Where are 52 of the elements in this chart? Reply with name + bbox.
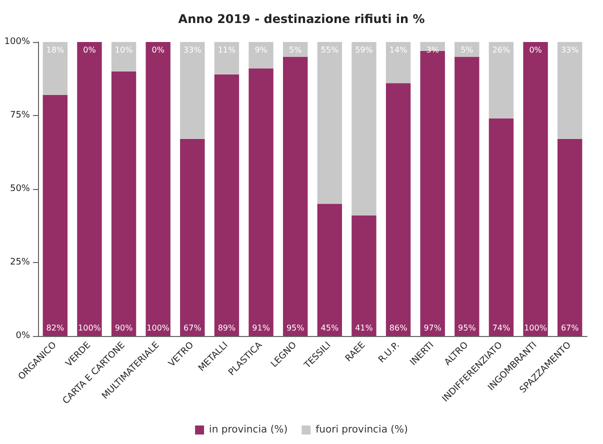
bar [111, 71, 136, 336]
bar [488, 42, 514, 118]
data-label: 91% [252, 324, 270, 332]
bar [454, 56, 480, 336]
data-label: 100% [146, 324, 170, 332]
data-label: 67% [560, 324, 580, 332]
bar [352, 42, 376, 216]
bar [77, 42, 102, 336]
y-tick-label: 25% [10, 258, 30, 268]
y-tick-label: 0% [16, 331, 30, 341]
bar [248, 42, 274, 68]
bar [42, 94, 68, 336]
data-label: 95% [458, 324, 476, 332]
data-label: 97% [424, 324, 442, 332]
bar [488, 118, 514, 336]
bar [386, 83, 411, 336]
bar [386, 42, 411, 84]
data-label: 95% [286, 324, 305, 332]
data-label: 41% [355, 324, 374, 332]
data-label: 100% [78, 324, 102, 332]
data-label: 0% [83, 46, 96, 54]
bar [214, 42, 240, 74]
data-label: 86% [389, 324, 408, 332]
data-label: 67% [184, 324, 202, 332]
bar [42, 42, 68, 95]
y-tick-label: 100% [4, 37, 30, 47]
data-label: 0% [152, 46, 165, 54]
bar [557, 139, 582, 336]
bar [111, 42, 136, 72]
legend-label: in provincia (%) [209, 424, 288, 436]
y-tick-label: 50% [10, 184, 30, 194]
bar [282, 56, 308, 336]
bar [557, 42, 582, 140]
bar [248, 68, 274, 336]
bar [317, 204, 342, 336]
bar [352, 215, 376, 336]
data-label: 90% [114, 324, 134, 332]
data-label: 0% [529, 46, 542, 54]
bar [523, 42, 548, 336]
bar [180, 42, 205, 140]
bar [214, 74, 240, 336]
data-label: 74% [492, 324, 511, 332]
bar [180, 139, 205, 336]
data-label: 100% [524, 324, 548, 332]
chart-title: Anno 2019 - destinazione rifiuti in % [178, 12, 425, 26]
data-label: 89% [218, 324, 236, 332]
data-label: 45% [320, 324, 339, 332]
data-label: 82% [46, 324, 64, 332]
y-tick-label: 75% [10, 110, 30, 120]
bar [317, 42, 342, 204]
bar [146, 42, 170, 336]
legend-label: fuori provincia (%) [316, 424, 408, 436]
